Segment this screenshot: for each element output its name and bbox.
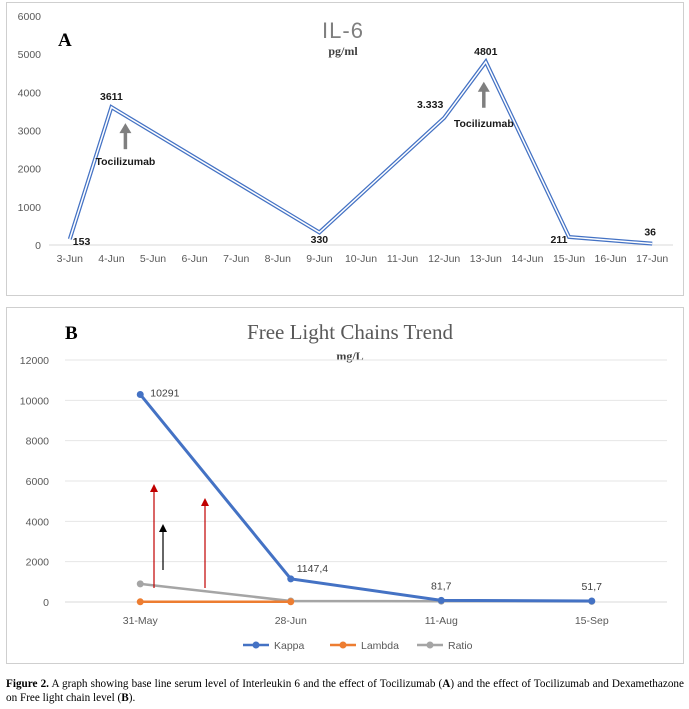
annotation-arrow-head [119, 123, 132, 134]
caption-prefix: Figure 2. [6, 678, 49, 690]
x-tick-label: 31-May [123, 615, 159, 627]
panel-label: A [58, 30, 72, 51]
x-tick-label: 15-Sep [575, 615, 609, 627]
x-tick-label: 13-Jun [470, 253, 502, 265]
legend-label-lambda: Lambda [361, 640, 399, 652]
data-point-kappa [136, 390, 144, 398]
legend-marker-lambda [339, 641, 347, 649]
y-tick-label: 0 [43, 597, 49, 609]
data-point-kappa [437, 596, 445, 604]
x-tick-label: 5-Jun [140, 253, 166, 265]
data-point-kappa [588, 597, 596, 605]
data-point-lambda [136, 598, 144, 606]
series-line-ratio [140, 582, 592, 603]
legend-label-ratio: Ratio [448, 640, 473, 652]
y-tick-label: 4000 [26, 516, 50, 528]
y-tick-label: 2000 [26, 557, 50, 569]
data-label: 153 [73, 236, 91, 248]
data-label-kappa: 51,7 [582, 581, 603, 593]
data-label: 3611 [100, 91, 123, 103]
data-label: 211 [551, 234, 568, 246]
x-tick-label: 28-Jun [275, 615, 307, 627]
chart-title: IL-6 [322, 18, 364, 43]
data-label: 3.333 [417, 99, 443, 111]
series-line-il6 [67, 57, 653, 246]
annotation-arrow-head [150, 484, 158, 492]
data-label: 4801 [474, 46, 498, 58]
x-tick-label: 15-Jun [553, 253, 585, 265]
y-tick-label: 4000 [18, 87, 42, 99]
annotation-arrow-head [201, 498, 209, 506]
data-point-lambda [287, 598, 295, 606]
data-label-kappa: 1147,4 [297, 563, 328, 575]
x-tick-label: 17-Jun [636, 253, 668, 265]
y-tick-label: 1000 [18, 202, 42, 214]
y-tick-label: 8000 [26, 436, 50, 448]
chart-subtitle: mg/L [336, 349, 363, 363]
x-tick-label: 12-Jun [428, 253, 460, 265]
annotation-arrow-head [477, 81, 490, 92]
data-label-kappa: 81,7 [431, 580, 452, 592]
x-tick-label: 16-Jun [595, 253, 627, 265]
x-tick-label: 14-Jun [511, 253, 543, 265]
caption-ref-b: B [121, 692, 129, 704]
x-tick-label: 9-Jun [306, 253, 332, 265]
annotation-label: Tocilizumab [454, 118, 514, 130]
chart-title: Free Light Chains Trend [247, 320, 453, 344]
x-tick-label: 11-Jun [387, 253, 418, 265]
y-tick-label: 12000 [20, 355, 49, 367]
y-tick-label: 5000 [18, 49, 42, 61]
y-tick-label: 2000 [18, 164, 42, 176]
data-label: 36 [644, 227, 656, 239]
data-point-kappa [287, 575, 295, 583]
legend-marker-ratio [426, 641, 434, 649]
x-tick-label: 6-Jun [181, 253, 207, 265]
x-tick-label: 8-Jun [265, 253, 291, 265]
figure-caption: Figure 2. A graph showing base line seru… [6, 677, 684, 705]
il6-chart: A IL-6pg/ml 0 1000 2000 3000 4000 5000 6000 3-Jun… [18, 11, 673, 265]
y-tick-label: 6000 [26, 476, 50, 488]
legend-label-kappa: Kappa [274, 640, 305, 652]
y-tick-label: 3000 [18, 126, 42, 138]
annotation-label: Tocilizumab [95, 156, 155, 168]
caption-text-3: ). [128, 692, 136, 704]
chart-panel-a: A IL-6 pg/ml 0 1000 2000 3000 4000 5000 6000 3-Jun… [6, 2, 684, 296]
series-line-il6-inner [69, 60, 653, 245]
y-tick-label: 10000 [20, 395, 49, 407]
x-tick-label: 3-Jun [57, 253, 83, 265]
x-tick-label: 11-Aug [425, 615, 458, 627]
data-label-kappa: 10291 [150, 387, 179, 399]
series-line-kappa [139, 393, 592, 603]
caption-text-2: ) and the effect of Tocilizumab and Dexa… [6, 678, 684, 704]
x-tick-label: 10-Jun [345, 253, 377, 265]
y-tick-label: 6000 [18, 11, 42, 23]
data-point-ratio [136, 580, 144, 588]
annotation-arrow-head [159, 524, 167, 532]
free-light-chains-chart: B Free Light Chains Trend mg/L 0 2000 4000 600… [20, 320, 667, 652]
x-tick-label: 4-Jun [98, 253, 124, 265]
x-tick-label: 7-Jun [223, 253, 249, 265]
y-tick-label: 0 [35, 240, 41, 252]
caption-ref-a: A [442, 678, 451, 690]
data-label: 330 [311, 234, 329, 246]
panel-label: B [65, 323, 78, 344]
chart-subtitle: pg/ml [328, 44, 358, 58]
legend-marker-kappa [252, 641, 260, 649]
caption-text-1: A graph showing base line serum level of… [48, 678, 443, 690]
chart-panel-b: B Free Light Chains Trend mg/L 0 2000 4000 600… [6, 307, 684, 664]
